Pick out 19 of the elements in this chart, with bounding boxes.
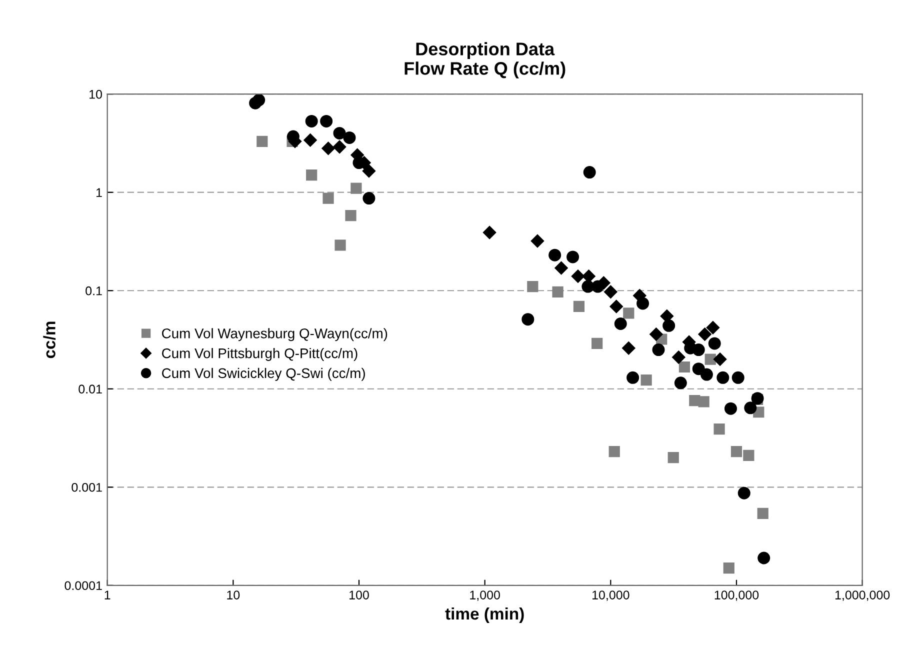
y-axis-title: cc/m [43, 322, 56, 358]
x-tick-label: 10,000 [592, 590, 630, 601]
y-tick-label: 1 [96, 188, 102, 197]
x-tick-label: 100,000 [714, 590, 759, 601]
y-tick-label: 0.0001 [64, 581, 102, 590]
x-axis-title: time (min) [445, 607, 524, 624]
legend-label: Cum Vol Pittsburgh Q-Pitt(cc/m) [162, 348, 358, 361]
y-tick-label: 0.001 [72, 482, 102, 492]
legend-label: Cum Vol Waynesburg Q-Wayn(cc/m) [162, 328, 388, 342]
x-tick-label: 1 [104, 590, 110, 600]
x-tick-label: 10 [227, 590, 240, 600]
y-tick-label: 10 [90, 90, 102, 99]
y-tick-label: 0.01 [78, 384, 102, 394]
legend-label: Cum Vol Swicickley Q-Swi (cc/m) [162, 368, 365, 381]
y-tick-label: 0.1 [86, 286, 102, 296]
chart-title: Desorption Data Flow Rate Q (cc/m) [404, 42, 566, 78]
x-tick-label: 1,000 [470, 590, 500, 601]
x-tick-label: 100 [350, 590, 369, 600]
x-tick-label: 1,000,000 [835, 590, 890, 601]
